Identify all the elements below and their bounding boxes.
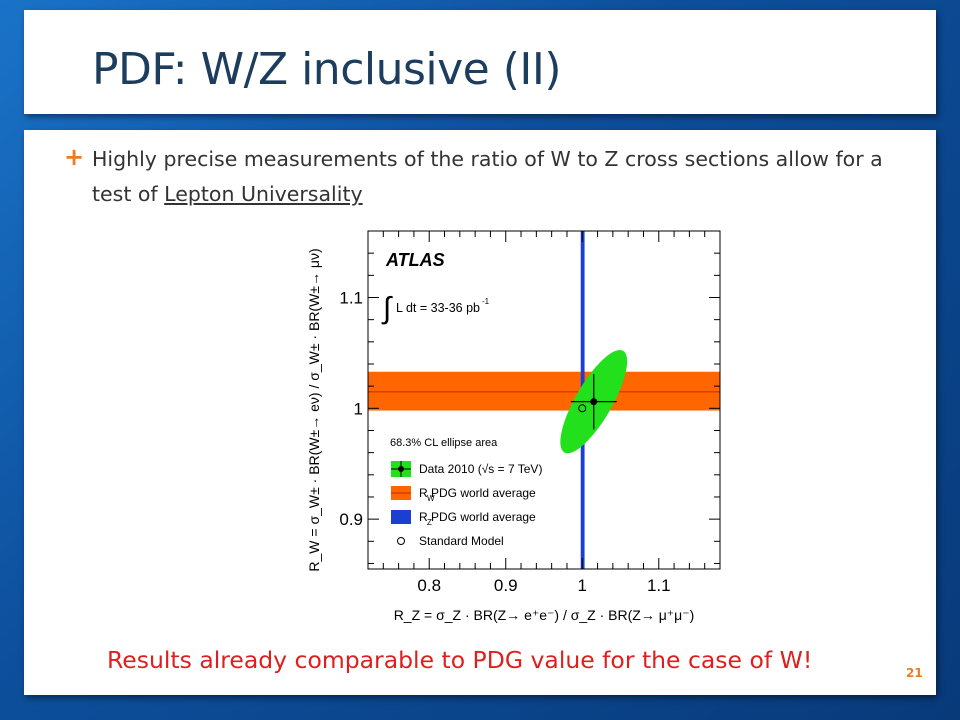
- legend-label-data: Data 2010 (√s = 7 TeV): [419, 462, 542, 476]
- legend-label-rw: R PDG world average: [419, 486, 536, 500]
- bullet-text: Highly precise measurements of the ratio…: [92, 142, 912, 212]
- standard-model-marker: [578, 404, 587, 413]
- legend-row-data: Data 2010 (√s = 7 TeV): [391, 461, 542, 477]
- ellipse-area-label: 68.3% CL ellipse area: [390, 437, 498, 449]
- integral-sign: ∫: [381, 292, 393, 325]
- legend-sm-marker: [397, 537, 405, 545]
- plot-frame: [367, 230, 721, 570]
- y-tick-label: 1.1: [339, 288, 363, 307]
- plot-clip-group: [368, 231, 720, 569]
- luminosity-label: L dt = 33-36 pb: [396, 301, 480, 315]
- lepton-universality-link[interactable]: Lepton Universality: [164, 182, 363, 206]
- legend-data-dot: [398, 466, 404, 472]
- slide-title: PDF: W/Z inclusive (II): [92, 44, 562, 95]
- y-tick-label: 1: [354, 399, 363, 418]
- data-point: [590, 398, 598, 406]
- legend-subscript-rz: Z: [427, 518, 432, 527]
- legend-subscript-rw: W: [427, 494, 435, 503]
- bullet-plus-icon: +: [64, 143, 85, 171]
- luminosity-exponent: -1: [482, 297, 490, 306]
- bullet-text-main: Highly precise measurements of the ratio…: [92, 147, 883, 206]
- legend-label-rz: R PDG world average: [419, 510, 536, 524]
- chart: 0.8 0.9 1 1.1 0.9 1 1.1 ATLAS ∫ L dt = 33-36 pb -1…: [279, 222, 739, 638]
- legend-label-sm: Standard Model: [419, 534, 504, 548]
- atlas-label: ATLAS: [385, 250, 445, 270]
- x-axis-title: R_Z = σ_Z · BR(Z→ e⁺e⁻) / σ_Z · BR(Z→ μ⁺…: [394, 607, 695, 623]
- chart-svg: 0.8 0.9 1 1.1 0.9 1 1.1 ATLAS ∫ L dt = 33-36 pb -1…: [306, 230, 721, 623]
- y-tick-label: 0.9: [339, 510, 363, 529]
- x-tick-label: 0.9: [494, 576, 518, 595]
- legend-rz-swatch: [391, 510, 411, 524]
- conclusion-text: Results already comparable to PDG value …: [107, 646, 813, 674]
- content-panel: + Highly precise measurements of the rat…: [24, 130, 936, 695]
- legend: Data 2010 (√s = 7 TeV) R PDG world averag…: [391, 461, 542, 548]
- x-tick-label: 1.1: [647, 576, 671, 595]
- x-tick-label: 1: [578, 576, 587, 595]
- y-axis-title: R_W = σ_W± · BR(W±→ eν) / σ_W± · BR(W±→ …: [306, 248, 322, 571]
- plot-layer: 0.8 0.9 1 1.1 0.9 1 1.1 ATLAS ∫ L dt = 33-36 pb -1…: [306, 230, 721, 623]
- page-number: 21: [906, 666, 923, 680]
- x-tick-label: 0.8: [417, 576, 441, 595]
- legend-row-sm: Standard Model: [397, 534, 504, 548]
- title-panel: PDF: W/Z inclusive (II): [24, 10, 936, 114]
